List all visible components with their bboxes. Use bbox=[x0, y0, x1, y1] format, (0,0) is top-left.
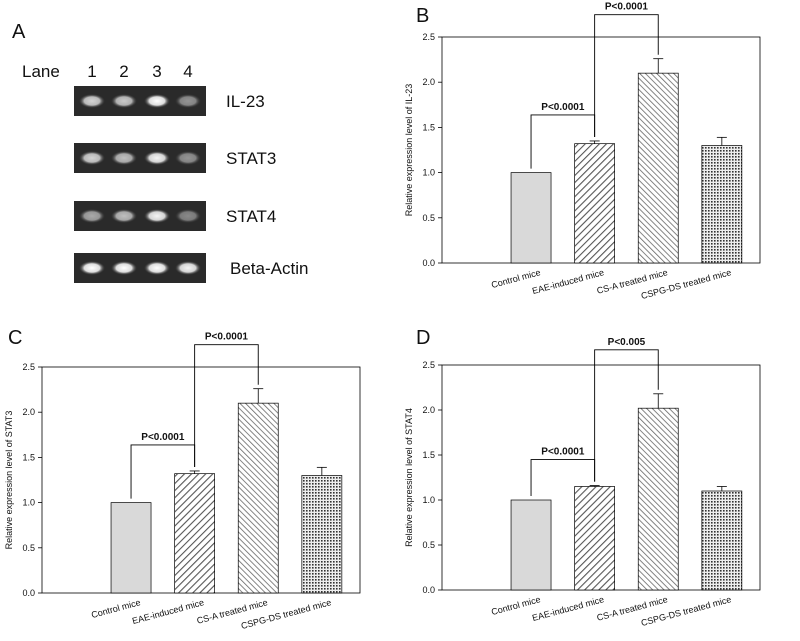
x-tick-label: EAE-induced mice bbox=[131, 597, 205, 626]
y-tick-label: 2.0 bbox=[22, 407, 35, 417]
y-tick-label: 1.5 bbox=[22, 452, 35, 462]
bar bbox=[237, 402, 279, 594]
significance-label: P<0.0001 bbox=[141, 432, 185, 443]
panel-label: D bbox=[416, 327, 430, 349]
bar bbox=[174, 473, 215, 594]
y-tick-label: 0.5 bbox=[422, 213, 435, 223]
significance-bracket bbox=[194, 344, 259, 467]
panel-label: B bbox=[416, 5, 429, 27]
significance-label: P<0.0001 bbox=[541, 447, 585, 458]
bar bbox=[510, 499, 552, 591]
gel-band bbox=[175, 261, 201, 275]
significance-label: P<0.0001 bbox=[205, 332, 249, 343]
lane-number: 4 bbox=[183, 62, 192, 81]
y-axis-label: Relative expression level of STAT3 bbox=[4, 411, 14, 550]
y-tick-label: 1.0 bbox=[22, 498, 35, 508]
y-tick-label: 1.0 bbox=[422, 168, 435, 178]
significance-label: P<0.0001 bbox=[541, 102, 585, 113]
x-tick-label: EAE-induced mice bbox=[531, 594, 605, 623]
band-label: IL-23 bbox=[226, 92, 265, 111]
bar bbox=[701, 490, 743, 591]
gel-band bbox=[144, 94, 170, 108]
x-tick-label: EAE-induced mice bbox=[531, 267, 605, 296]
gel-band bbox=[79, 261, 105, 275]
y-tick-label: 1.0 bbox=[422, 495, 435, 505]
gel-band bbox=[79, 151, 105, 165]
gel-band bbox=[111, 261, 137, 275]
bar bbox=[574, 486, 615, 591]
lane-number: 3 bbox=[152, 62, 161, 81]
y-tick-label: 1.5 bbox=[422, 122, 435, 132]
lane-number: 1 bbox=[87, 62, 96, 81]
gel-band bbox=[144, 209, 170, 223]
y-tick-label: 0.0 bbox=[422, 258, 435, 268]
significance-label: P<0.005 bbox=[608, 337, 646, 348]
gel-band bbox=[111, 151, 137, 165]
significance-bracket bbox=[594, 14, 659, 137]
y-tick-label: 2.0 bbox=[422, 405, 435, 415]
gel-band bbox=[175, 151, 201, 165]
gel-band bbox=[144, 151, 170, 165]
gel-band bbox=[79, 209, 105, 223]
lane-header: Lane bbox=[22, 62, 60, 81]
y-tick-label: 0.5 bbox=[422, 540, 435, 550]
bar bbox=[110, 502, 152, 594]
panel-label: C bbox=[8, 327, 22, 349]
y-tick-label: 2.5 bbox=[422, 32, 435, 42]
bar bbox=[637, 72, 679, 264]
bar bbox=[510, 172, 552, 264]
band-label: STAT3 bbox=[226, 149, 276, 168]
y-axis-label: Relative expression level of IL-23 bbox=[404, 84, 414, 217]
gel-band bbox=[79, 94, 105, 108]
y-tick-label: 2.5 bbox=[22, 362, 35, 372]
significance-label: P<0.0001 bbox=[605, 2, 649, 13]
significance-bracket bbox=[594, 349, 659, 482]
y-tick-label: 2.0 bbox=[422, 77, 435, 87]
gel-band bbox=[111, 209, 137, 223]
gel-band bbox=[175, 94, 201, 108]
y-tick-label: 0.0 bbox=[22, 588, 35, 598]
bar bbox=[301, 475, 343, 594]
gel-band bbox=[111, 94, 137, 108]
band-label: STAT4 bbox=[226, 207, 276, 226]
band-label: Beta-Actin bbox=[230, 259, 308, 278]
lane-number: 2 bbox=[119, 62, 128, 81]
y-tick-label: 0.0 bbox=[422, 585, 435, 595]
y-tick-label: 1.5 bbox=[422, 450, 435, 460]
y-tick-label: 0.5 bbox=[22, 543, 35, 553]
bar bbox=[701, 145, 743, 264]
gel-band bbox=[144, 261, 170, 275]
y-axis-label: Relative expression level of STAT4 bbox=[404, 408, 414, 547]
bar bbox=[637, 407, 679, 591]
bar bbox=[574, 143, 615, 264]
gel-band bbox=[175, 209, 201, 223]
y-tick-label: 2.5 bbox=[422, 360, 435, 370]
panel-label: A bbox=[12, 21, 26, 43]
